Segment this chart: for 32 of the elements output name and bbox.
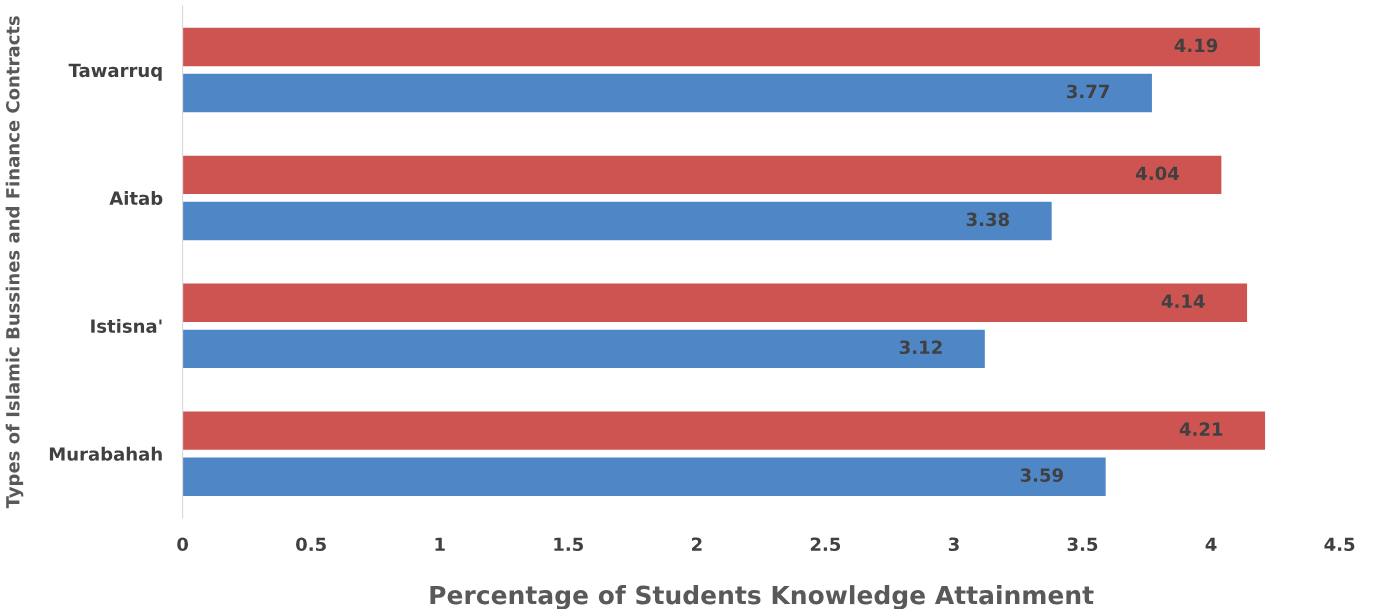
x-tick-label: 1.5 — [554, 537, 584, 552]
x-axis-title: Percentage of Students Knowledge Attainment — [430, 585, 1094, 609]
x-tick-label: 0.5 — [296, 537, 326, 552]
data-label: 3.12 — [899, 340, 942, 355]
y-tick-label: Aitab — [109, 191, 163, 206]
bar — [182, 73, 1152, 113]
bar — [182, 411, 1266, 450]
data-label: 3.59 — [1020, 468, 1063, 482]
x-tick-label: 0 — [177, 537, 189, 552]
y-tick-label: Murabahah — [49, 446, 162, 461]
y-tick-label: Tawarruq — [68, 63, 162, 81]
bar — [182, 155, 1222, 195]
data-label: 4.19 — [1174, 38, 1218, 53]
bar — [182, 329, 985, 369]
data-label: 3.77 — [1067, 84, 1109, 99]
x-tick-label: 2.5 — [810, 537, 841, 552]
data-label: 3.38 — [966, 212, 1009, 227]
data-label: 4.04 — [1136, 166, 1179, 181]
x-tick-label: 4 — [1205, 537, 1217, 551]
y-tick-label: Istisna' — [91, 318, 162, 333]
bar — [182, 283, 1248, 322]
data-label: 4.14 — [1161, 294, 1205, 308]
y-axis-title: Types of Islamic Bussines and Finance Contracts — [5, 16, 24, 509]
bar — [182, 27, 1260, 67]
bar — [182, 201, 1052, 241]
x-tick-label: 3 — [948, 537, 959, 552]
x-tick-label: 2 — [691, 537, 702, 551]
data-label: 4.21 — [1179, 422, 1223, 436]
x-tick-label: 1 — [435, 537, 445, 551]
x-tick-label: 4.5 — [1324, 537, 1355, 552]
x-tick-label: 3.5 — [1067, 537, 1098, 552]
bar — [182, 457, 1106, 496]
